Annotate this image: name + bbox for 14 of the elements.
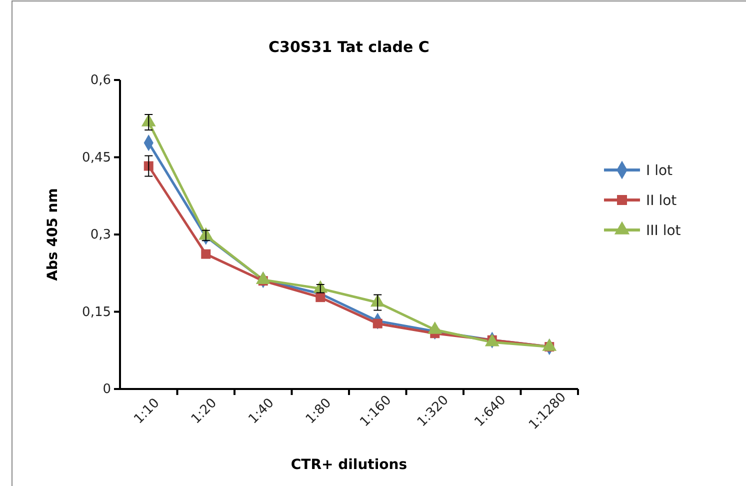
y-tick-label: 0,3 [90, 228, 111, 243]
y-tick-label: 0,6 [90, 73, 111, 88]
point [316, 292, 326, 302]
y-tick-label: 0 [102, 382, 111, 398]
legend-label: III lot [646, 223, 682, 239]
y-tick-label: 0,45 [82, 150, 111, 166]
point [201, 249, 211, 259]
legend-label: II lot [646, 193, 678, 209]
chart-title: C30S31 Tat clade C [268, 38, 430, 56]
y-axis-title: Abs 405 nm [45, 188, 61, 281]
x-axis-title: CTR+ dilutions [290, 457, 408, 473]
y-tick-label: 0,15 [82, 304, 111, 320]
point [372, 318, 382, 328]
legend-label: I lot [646, 163, 674, 179]
